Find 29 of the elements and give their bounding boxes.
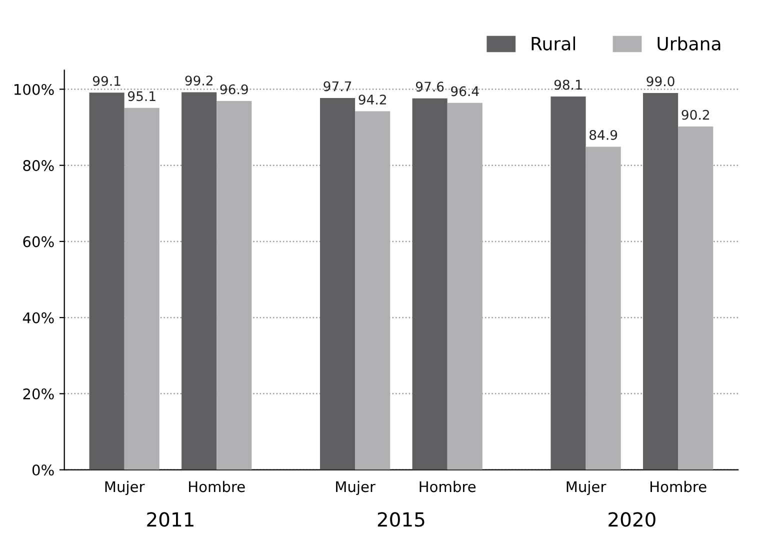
legend-label: Rural bbox=[532, 36, 576, 50]
data-label: 99.2 bbox=[185, 76, 212, 86]
y-tick-label: 80% bbox=[23, 160, 54, 172]
y-tick-label: 40% bbox=[22, 312, 54, 324]
x-tick-label: Hombre bbox=[189, 480, 245, 492]
text: 2015 bbox=[378, 512, 424, 527]
data-label: 99.1 bbox=[92, 76, 120, 86]
data-label: 97.7 bbox=[324, 81, 352, 92]
data-label: 90.2 bbox=[682, 110, 709, 120]
data-label: 99.0 bbox=[646, 76, 674, 86]
data-label: 97.6 bbox=[416, 82, 444, 92]
legend-label: Urbana bbox=[658, 36, 720, 50]
data-label: 84.9 bbox=[590, 130, 618, 140]
text: 2020 bbox=[608, 512, 656, 527]
y-tick-label: 20% bbox=[23, 388, 54, 400]
data-label: 96.4 bbox=[451, 86, 479, 96]
x-tick-label: Mujer bbox=[566, 480, 606, 496]
x-tick-label: Hombre bbox=[420, 480, 476, 492]
data-label: 94.2 bbox=[358, 94, 386, 105]
data-label: 98.1 bbox=[554, 80, 582, 90]
x-tick-label: Mujer bbox=[336, 480, 376, 496]
y-tick-label: 0% bbox=[32, 464, 54, 476]
x-tick-label: Mujer bbox=[105, 480, 145, 496]
x-tick-label: Hombre bbox=[650, 480, 706, 492]
y-tick-label: 60% bbox=[23, 236, 54, 248]
y-tick-label: 100% bbox=[14, 84, 54, 95]
text: 2011 bbox=[147, 512, 194, 527]
data-label: 96.9 bbox=[220, 84, 248, 94]
data-label: 95.1 bbox=[128, 91, 156, 102]
